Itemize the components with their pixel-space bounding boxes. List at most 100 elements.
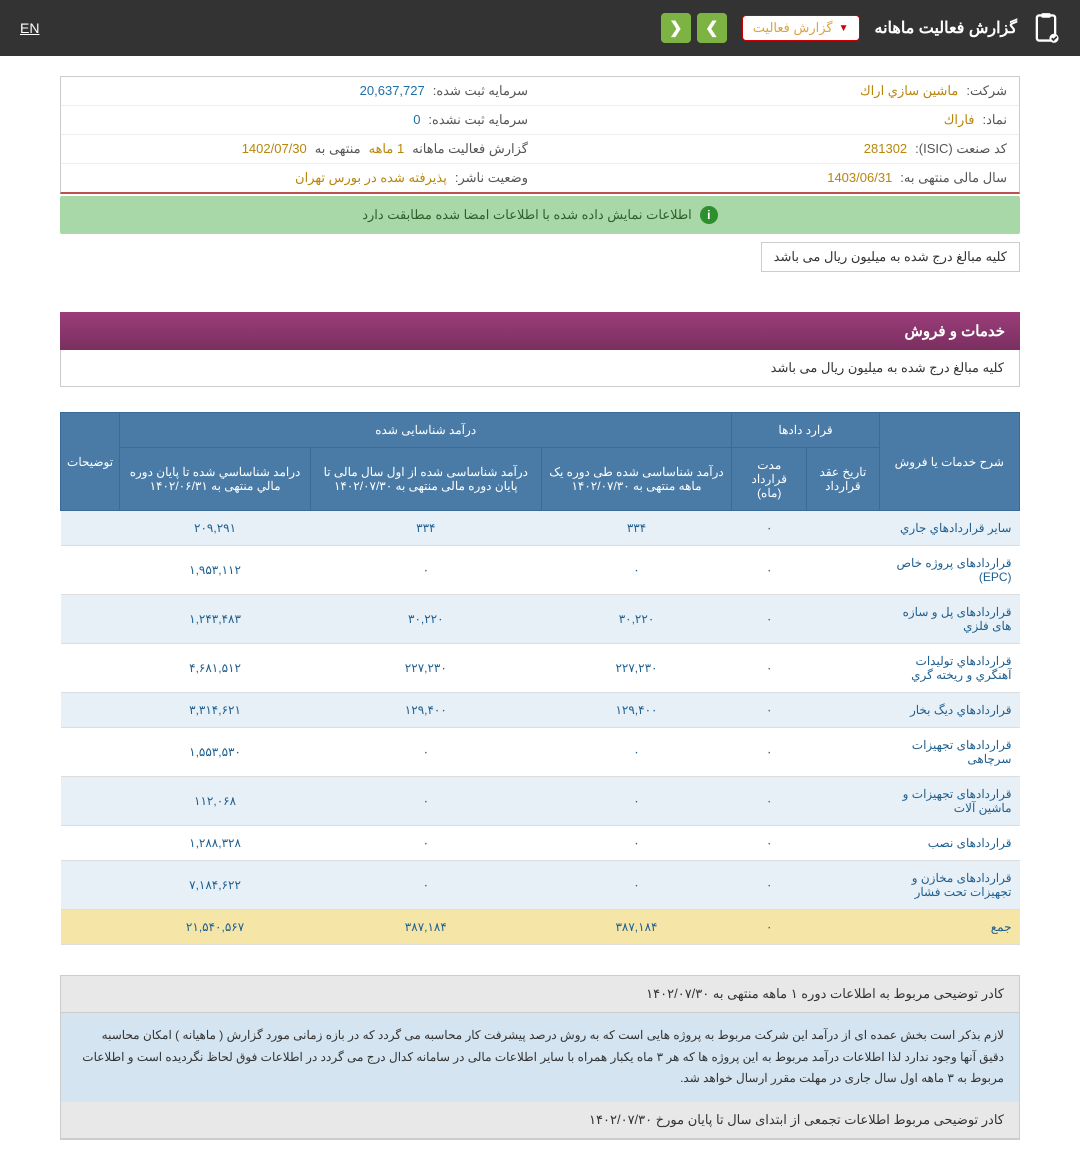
info-value: 1403/06/31 <box>827 170 892 186</box>
cell-desc: قراردادهاي تولیدات آهنگري و ریخته گري <box>879 644 1019 693</box>
topbar-right: گزارش فعالیت ماهانه ▼ گزارش فعالیت ❯ ❮ <box>661 12 1060 44</box>
info-row: نماد:فاراك <box>540 106 1019 135</box>
info-label: سال مالی منتهی به: <box>900 170 1007 186</box>
info-value: 281302 <box>864 141 907 157</box>
table-row: سایر قراردادهاي جاري ۰ ۳۳۴ ۳۳۴ ۲۰۹,۲۹۱ <box>61 511 1020 546</box>
cell-r3: ۳,۳۱۴,۶۲۱ <box>120 693 311 728</box>
cell-dur: ۰ <box>732 910 807 945</box>
cell-r1: ۰ <box>541 546 732 595</box>
table-sum-row: جمع ۰ ۳۸۷,۱۸۴ ۳۸۷,۱۸۴ ۲۱,۵۴۰,۵۶۷ <box>61 910 1020 945</box>
info-label: کد صنعت (ISIC): <box>915 141 1007 157</box>
info-label: سرمایه ثبت شده: <box>433 83 528 99</box>
cell-r1: ۰ <box>541 861 732 910</box>
cell-r2: ۳۰,۲۲۰ <box>310 595 541 644</box>
info-value: ماشين سازي اراك <box>860 83 958 99</box>
cell-notes <box>61 693 120 728</box>
cell-r2: ۰ <box>310 861 541 910</box>
cell-r1: ۱۲۹,۴۰۰ <box>541 693 732 728</box>
nav-next-button[interactable]: ❯ <box>697 13 727 43</box>
info-label: سرمایه ثبت نشده: <box>428 112 528 128</box>
nav-arrows: ❯ ❮ <box>661 13 727 43</box>
cell-desc: قراردادهای نصب <box>879 826 1019 861</box>
cell-date <box>807 910 879 945</box>
section-header: خدمات و فروش <box>60 312 1020 350</box>
top-navbar: گزارش فعالیت ماهانه ▼ گزارش فعالیت ❯ ❮ E… <box>0 0 1080 56</box>
cell-notes <box>61 910 120 945</box>
info-suffix: منتهی به <box>315 141 361 157</box>
info-value: 0 <box>413 112 420 128</box>
info-col-left: سرمایه ثبت شده: 20,637,727 سرمایه ثبت نشد… <box>61 77 540 192</box>
info-value: 1402/07/30 <box>242 141 307 157</box>
language-toggle[interactable]: EN <box>20 20 39 36</box>
cell-date <box>807 861 879 910</box>
cell-date <box>807 595 879 644</box>
verification-text: اطلاعات نمایش داده شده با اطلاعات امضا ش… <box>362 207 692 223</box>
cell-dur: ۰ <box>732 644 807 693</box>
verification-banner: i اطلاعات نمایش داده شده با اطلاعات امضا… <box>60 196 1020 234</box>
cell-date <box>807 777 879 826</box>
cell-r3: ۱,۹۵۳,۱۱۲ <box>120 546 311 595</box>
info-row: وضعیت ناشر:پذيرفته شده در بورس تهران <box>61 164 540 192</box>
info-row: سرمایه ثبت شده: 20,637,727 <box>61 77 540 106</box>
cell-r2: ۲۲۷,۲۳۰ <box>310 644 541 693</box>
cell-dur: ۰ <box>732 546 807 595</box>
cell-desc: قراردادهای پروژه خاص (EPC) <box>879 546 1019 595</box>
cell-date <box>807 693 879 728</box>
cell-desc: قراردادهای تجهیزات و ماشین آلات <box>879 777 1019 826</box>
cell-dur: ۰ <box>732 861 807 910</box>
col-rev3: درامد شناساسي شده تا پایان دوره مالي منت… <box>120 448 311 511</box>
cell-dur: ۰ <box>732 826 807 861</box>
cell-r2: ۰ <box>310 546 541 595</box>
cell-r3: ۲۱,۵۴۰,۵۶۷ <box>120 910 311 945</box>
info-label: گزارش فعالیت ماهانه <box>412 141 528 157</box>
info-row: شرکت:ماشين سازي اراك <box>540 77 1019 106</box>
cell-r1: ۰ <box>541 728 732 777</box>
main-container: شرکت:ماشين سازي اراك نماد:فاراك کد صنعت … <box>40 76 1040 1140</box>
cell-date <box>807 546 879 595</box>
dropdown-label: گزارش فعالیت <box>753 20 833 36</box>
info-value: 20,637,727 <box>360 83 425 99</box>
cell-r3: ۱,۲۸۸,۳۲۸ <box>120 826 311 861</box>
cell-desc: قراردادهاي دیگ بخار <box>879 693 1019 728</box>
cell-date <box>807 511 879 546</box>
col-contracts-group: قرارد دادها <box>732 413 879 448</box>
cell-r2: ۳۳۴ <box>310 511 541 546</box>
cell-r2: ۰ <box>310 826 541 861</box>
report-type-dropdown[interactable]: ▼ گزارش فعالیت <box>742 15 860 41</box>
table-row: قراردادهای نصب ۰ ۰ ۰ ۱,۲۸۸,۳۲۸ <box>61 826 1020 861</box>
footer-notes: کادر توضیحی مربوط به اطلاعات دوره ۱ ماهه… <box>60 975 1020 1140</box>
cell-dur: ۰ <box>732 511 807 546</box>
table-row: قراردادهای پل و سازه های فلزي ۰ ۳۰,۲۲۰ ۳… <box>61 595 1020 644</box>
cell-r3: ۱,۵۵۳,۵۳۰ <box>120 728 311 777</box>
info-icon: i <box>700 206 718 224</box>
revenue-table: شرح خدمات یا فروش قرارد دادها درآمد شناس… <box>60 412 1020 945</box>
cell-notes <box>61 644 120 693</box>
cell-notes <box>61 595 120 644</box>
col-notes: توضیحات <box>61 413 120 511</box>
cell-r1: ۲۲۷,۲۳۰ <box>541 644 732 693</box>
clipboard-icon <box>1032 12 1060 44</box>
info-value: پذيرفته شده در بورس تهران <box>295 170 447 186</box>
chevron-down-icon: ▼ <box>839 23 849 34</box>
cell-notes <box>61 546 120 595</box>
cell-r3: ۱۱۲,۰۶۸ <box>120 777 311 826</box>
cell-r3: ۲۰۹,۲۹۱ <box>120 511 311 546</box>
footer-body-1: لازم بذکر است بخش عمده ای از درآمد این ش… <box>61 1013 1019 1102</box>
page-title: گزارش فعالیت ماهانه <box>875 18 1017 38</box>
cell-dur: ۰ <box>732 728 807 777</box>
footer-header-2: کادر توضیحی مربوط اطلاعات تجمعی از ابتدا… <box>61 1102 1019 1139</box>
currency-note: کلیه مبالغ درج شده به میلیون ریال می باش… <box>761 242 1020 272</box>
cell-desc: قراردادهای تجهیزات سرچاهی <box>879 728 1019 777</box>
col-desc: شرح خدمات یا فروش <box>879 413 1019 511</box>
col-date: تاریخ عقد قرارداد <box>807 448 879 511</box>
cell-date <box>807 728 879 777</box>
cell-r2: ۱۲۹,۴۰۰ <box>310 693 541 728</box>
table-body: سایر قراردادهاي جاري ۰ ۳۳۴ ۳۳۴ ۲۰۹,۲۹۱ ق… <box>61 511 1020 945</box>
col-rev2: درآمد شناساسی شده از اول سال مالی تا پای… <box>310 448 541 511</box>
cell-r2: ۰ <box>310 728 541 777</box>
nav-prev-button[interactable]: ❮ <box>661 13 691 43</box>
info-row: سرمایه ثبت نشده: 0 <box>61 106 540 135</box>
cell-dur: ۰ <box>732 777 807 826</box>
col-duration: مدت قرارداد (ماه) <box>732 448 807 511</box>
cell-r2: ۳۸۷,۱۸۴ <box>310 910 541 945</box>
